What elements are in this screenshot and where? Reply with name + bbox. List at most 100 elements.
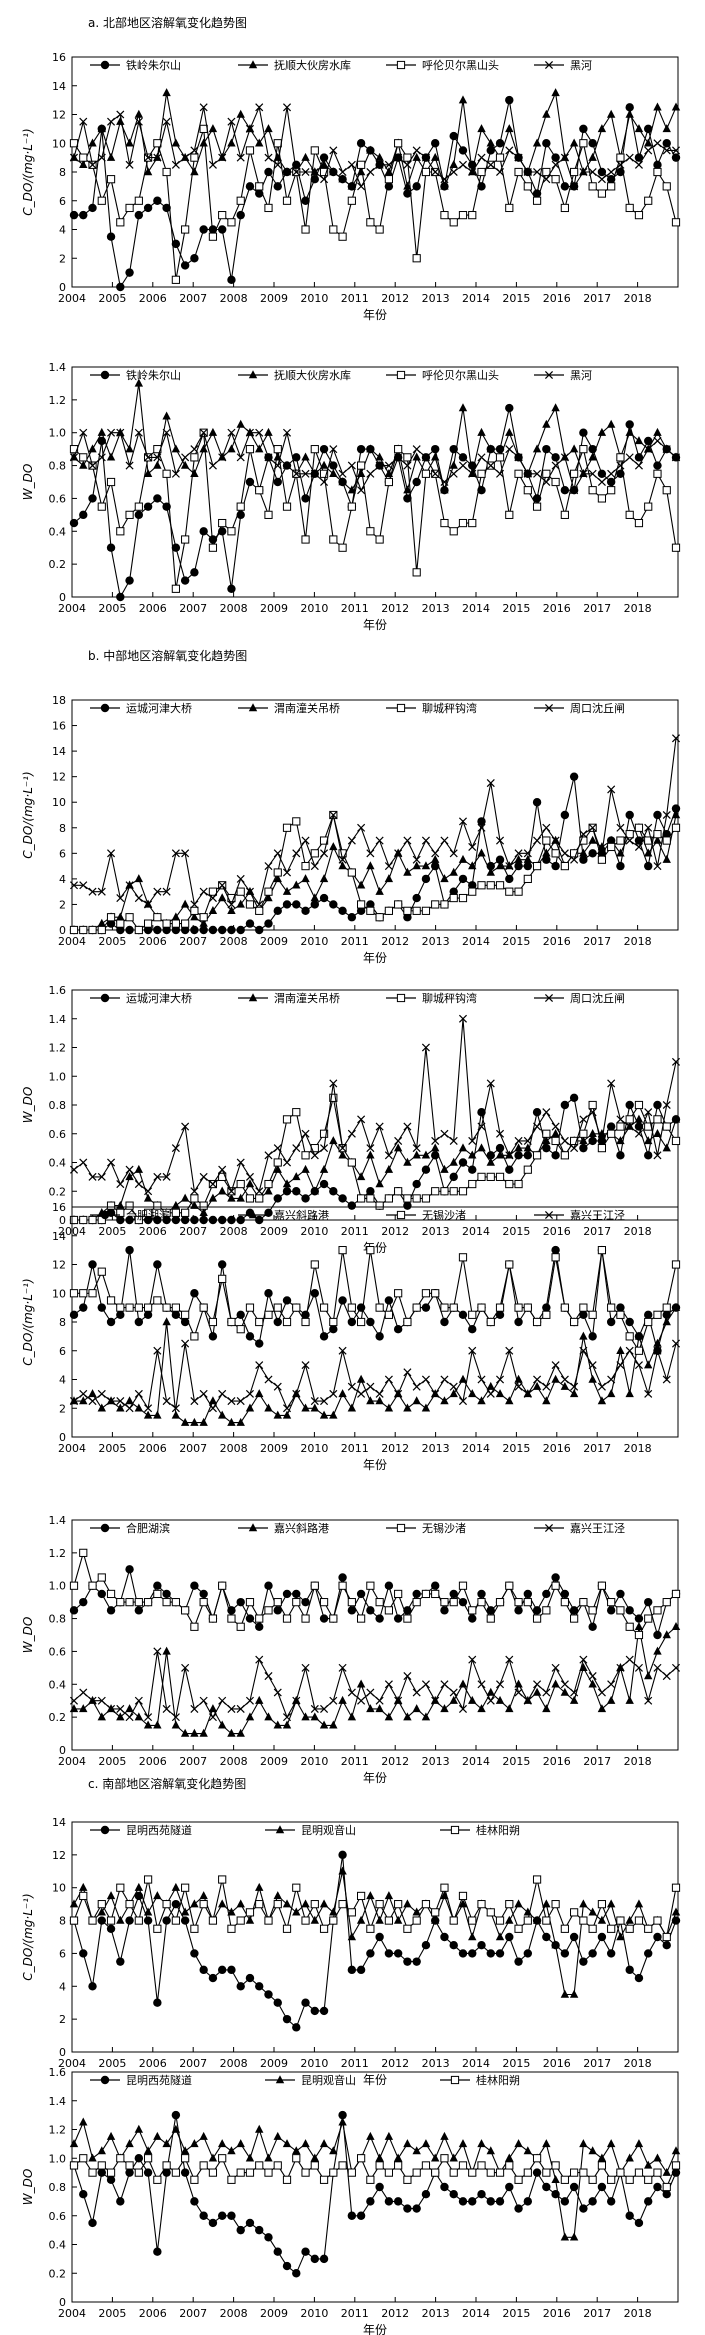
data-point bbox=[671, 1260, 681, 1269]
data-point bbox=[338, 1144, 347, 1153]
data-point bbox=[421, 167, 431, 177]
data-point bbox=[88, 1982, 97, 1991]
data-point bbox=[523, 1151, 533, 1160]
data-point bbox=[579, 1310, 588, 1320]
x-tick-label: 2006 bbox=[139, 2057, 167, 2070]
y-tick-label: 16 bbox=[52, 51, 66, 64]
data-point bbox=[320, 175, 329, 184]
data-point bbox=[653, 102, 662, 111]
data-point bbox=[329, 1187, 338, 1196]
data-point bbox=[616, 1136, 625, 1145]
data-point bbox=[653, 139, 662, 148]
data-point bbox=[338, 1246, 347, 1255]
data-point bbox=[579, 124, 588, 134]
y-axis-title: C_DO/(mg·L⁻¹) bbox=[21, 1278, 35, 1365]
data-point bbox=[347, 1201, 357, 1210]
y-tick-label: 1.0 bbox=[49, 2152, 67, 2165]
data-point bbox=[319, 1899, 329, 1908]
data-point bbox=[634, 1621, 644, 1630]
data-point bbox=[523, 861, 533, 871]
data-point bbox=[671, 453, 681, 462]
x-tick-label: 2010 bbox=[300, 2057, 328, 2070]
data-point bbox=[625, 453, 634, 462]
data-point bbox=[505, 1165, 514, 1174]
data-point bbox=[468, 1614, 477, 1623]
data-point bbox=[468, 2168, 477, 2177]
data-point bbox=[671, 1621, 681, 1630]
data-point bbox=[644, 1136, 653, 1145]
x-tick-label: 2017 bbox=[583, 2307, 611, 2320]
data-point bbox=[181, 1339, 190, 1348]
data-point bbox=[625, 1389, 634, 1398]
data-point bbox=[616, 1303, 625, 1312]
data-point bbox=[412, 2204, 421, 2213]
data-point bbox=[366, 1688, 375, 1697]
data-point bbox=[217, 225, 227, 234]
data-point bbox=[607, 842, 616, 852]
data-point bbox=[458, 1949, 468, 1958]
data-point bbox=[79, 1704, 88, 1713]
data-point bbox=[190, 2197, 199, 2206]
y-tick-label: 16 bbox=[52, 720, 66, 733]
data-point bbox=[616, 1589, 625, 1599]
data-point bbox=[143, 1907, 153, 1916]
data-point bbox=[329, 167, 338, 176]
data-point bbox=[458, 518, 468, 528]
data-point bbox=[347, 868, 356, 877]
data-point bbox=[255, 182, 264, 191]
data-point bbox=[458, 2197, 468, 2206]
data-point bbox=[366, 1704, 375, 1713]
data-point bbox=[319, 1598, 329, 1607]
data-point bbox=[227, 1614, 236, 1623]
data-point bbox=[208, 2153, 218, 2162]
data-point bbox=[171, 849, 180, 858]
data-point bbox=[79, 1158, 88, 1167]
data-point bbox=[171, 1410, 181, 1419]
data-point bbox=[338, 1900, 347, 1909]
legend-marker bbox=[100, 2075, 110, 2085]
data-point bbox=[97, 887, 106, 896]
data-point bbox=[449, 2189, 458, 2199]
data-point bbox=[653, 2168, 662, 2177]
data-point bbox=[625, 1122, 634, 1131]
data-point bbox=[653, 1115, 662, 1124]
data-point bbox=[597, 494, 607, 503]
data-point bbox=[217, 925, 227, 935]
data-point bbox=[347, 1403, 357, 1412]
data-point bbox=[366, 2197, 375, 2206]
data-point bbox=[134, 2124, 144, 2133]
data-point bbox=[560, 486, 570, 495]
data-point bbox=[292, 1187, 301, 1196]
data-point bbox=[588, 1622, 597, 1631]
data-point bbox=[199, 1172, 208, 1181]
data-point bbox=[597, 1900, 607, 1909]
data-point bbox=[662, 445, 671, 454]
data-point bbox=[356, 139, 366, 148]
x-tick-label: 2011 bbox=[341, 2057, 369, 2070]
data-point bbox=[570, 469, 579, 478]
data-point bbox=[357, 486, 366, 495]
data-point bbox=[375, 2153, 384, 2162]
data-point bbox=[644, 1389, 653, 1398]
data-point bbox=[458, 1374, 468, 1383]
y-axis-title: W_DO bbox=[21, 2169, 35, 2206]
data-point bbox=[264, 1208, 273, 1218]
data-point bbox=[616, 1151, 625, 1160]
data-point bbox=[255, 2124, 264, 2133]
data-point bbox=[107, 428, 116, 437]
data-point bbox=[245, 900, 255, 909]
data-point bbox=[486, 1317, 495, 1327]
data-point bbox=[551, 153, 560, 162]
data-point bbox=[588, 1672, 597, 1681]
data-point bbox=[486, 1949, 495, 1958]
data-point bbox=[264, 1186, 273, 1195]
data-point bbox=[569, 772, 579, 781]
data-point bbox=[421, 1712, 431, 1721]
data-point bbox=[570, 486, 579, 495]
data-point bbox=[190, 468, 199, 477]
data-point bbox=[440, 2182, 449, 2192]
data-point bbox=[625, 510, 634, 519]
x-tick-label: 2017 bbox=[583, 602, 611, 615]
data-point bbox=[431, 1696, 440, 1705]
data-point bbox=[625, 1346, 634, 1355]
